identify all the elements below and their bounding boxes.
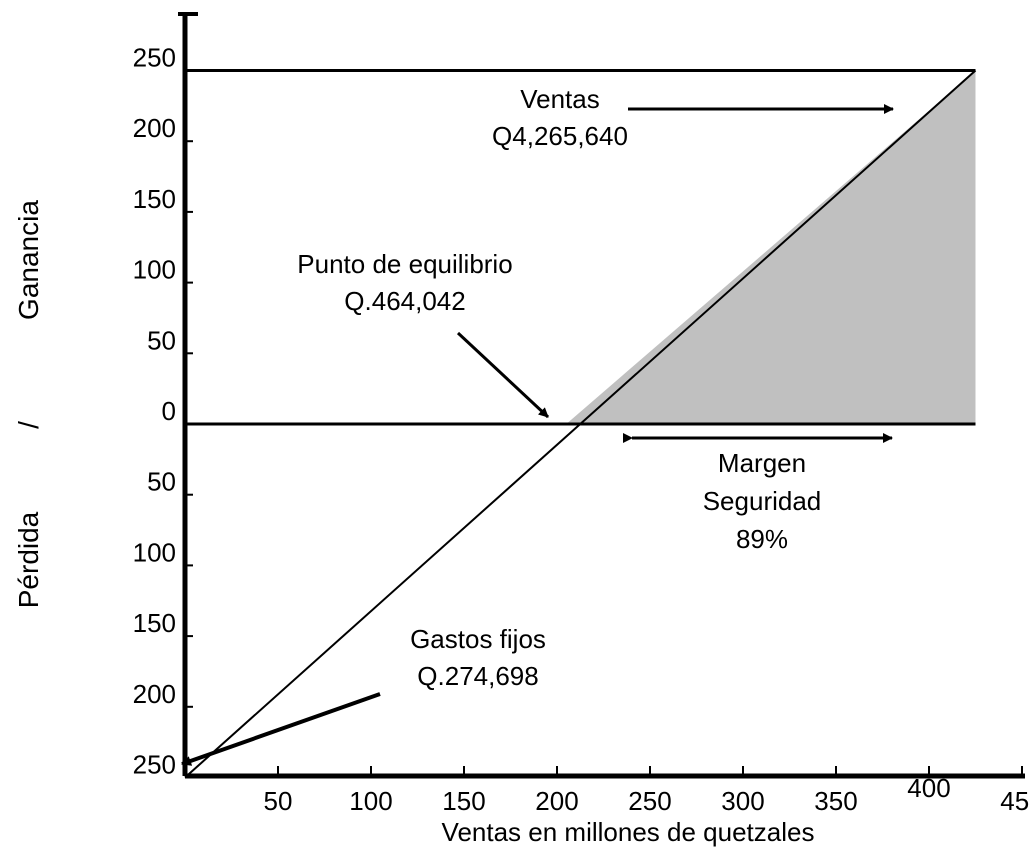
x-tick-label-0: 50: [264, 786, 293, 816]
y-tick-label-4: 50: [147, 325, 176, 355]
y-tick-label-9: 200: [133, 679, 176, 709]
margen-value: 89%: [736, 524, 788, 554]
shaded-profit-area: [566, 70, 976, 424]
ventas-value: Q4,265,640: [492, 121, 628, 151]
y-title-slash: /: [13, 421, 44, 429]
y-tick-label-8: 150: [133, 608, 176, 638]
y-tick-label-1: 200: [133, 113, 176, 143]
y-tick-label-3: 100: [133, 255, 176, 285]
y-tick-label-2: 150: [133, 184, 176, 214]
equilibrio-arrow: [456, 331, 550, 419]
y-title-ganancia: Ganancia: [13, 200, 44, 320]
equilibrio-value: Q.464,042: [344, 286, 465, 316]
x-tick-label-5: 300: [721, 786, 764, 816]
x-tick-label-1: 100: [349, 786, 392, 816]
x-tick-label-6: 350: [814, 786, 857, 816]
x-tick-label-3: 200: [535, 786, 578, 816]
y-title-perdida: Pérdida: [13, 511, 44, 608]
gastos-label: Gastos fijos: [410, 624, 546, 654]
gastos-arrow: [181, 692, 381, 766]
margen-label: Margen: [718, 448, 806, 478]
equilibrio-label: Punto de equilibrio: [297, 249, 512, 279]
x-tick-label-8: 450: [1000, 786, 1030, 816]
y-tick-label-10: 250: [133, 750, 176, 780]
ventas-label: Ventas: [520, 84, 600, 114]
margen-label-2: Seguridad: [703, 486, 822, 516]
y-tick-label-6: 50: [147, 467, 176, 497]
x-tick-label-7: 400: [907, 773, 950, 803]
y-tick-label-0: 250: [133, 43, 176, 73]
y-tick-label-7: 100: [133, 537, 176, 567]
gastos-value: Q.274,698: [417, 661, 538, 691]
x-tick-label-4: 250: [628, 786, 671, 816]
profit-line: [184, 69, 977, 779]
x-axis-title: Ventas en millones de quetzales: [442, 817, 815, 847]
x-tick-label-2: 150: [442, 786, 485, 816]
y-tick-label-5: 0: [162, 396, 176, 426]
